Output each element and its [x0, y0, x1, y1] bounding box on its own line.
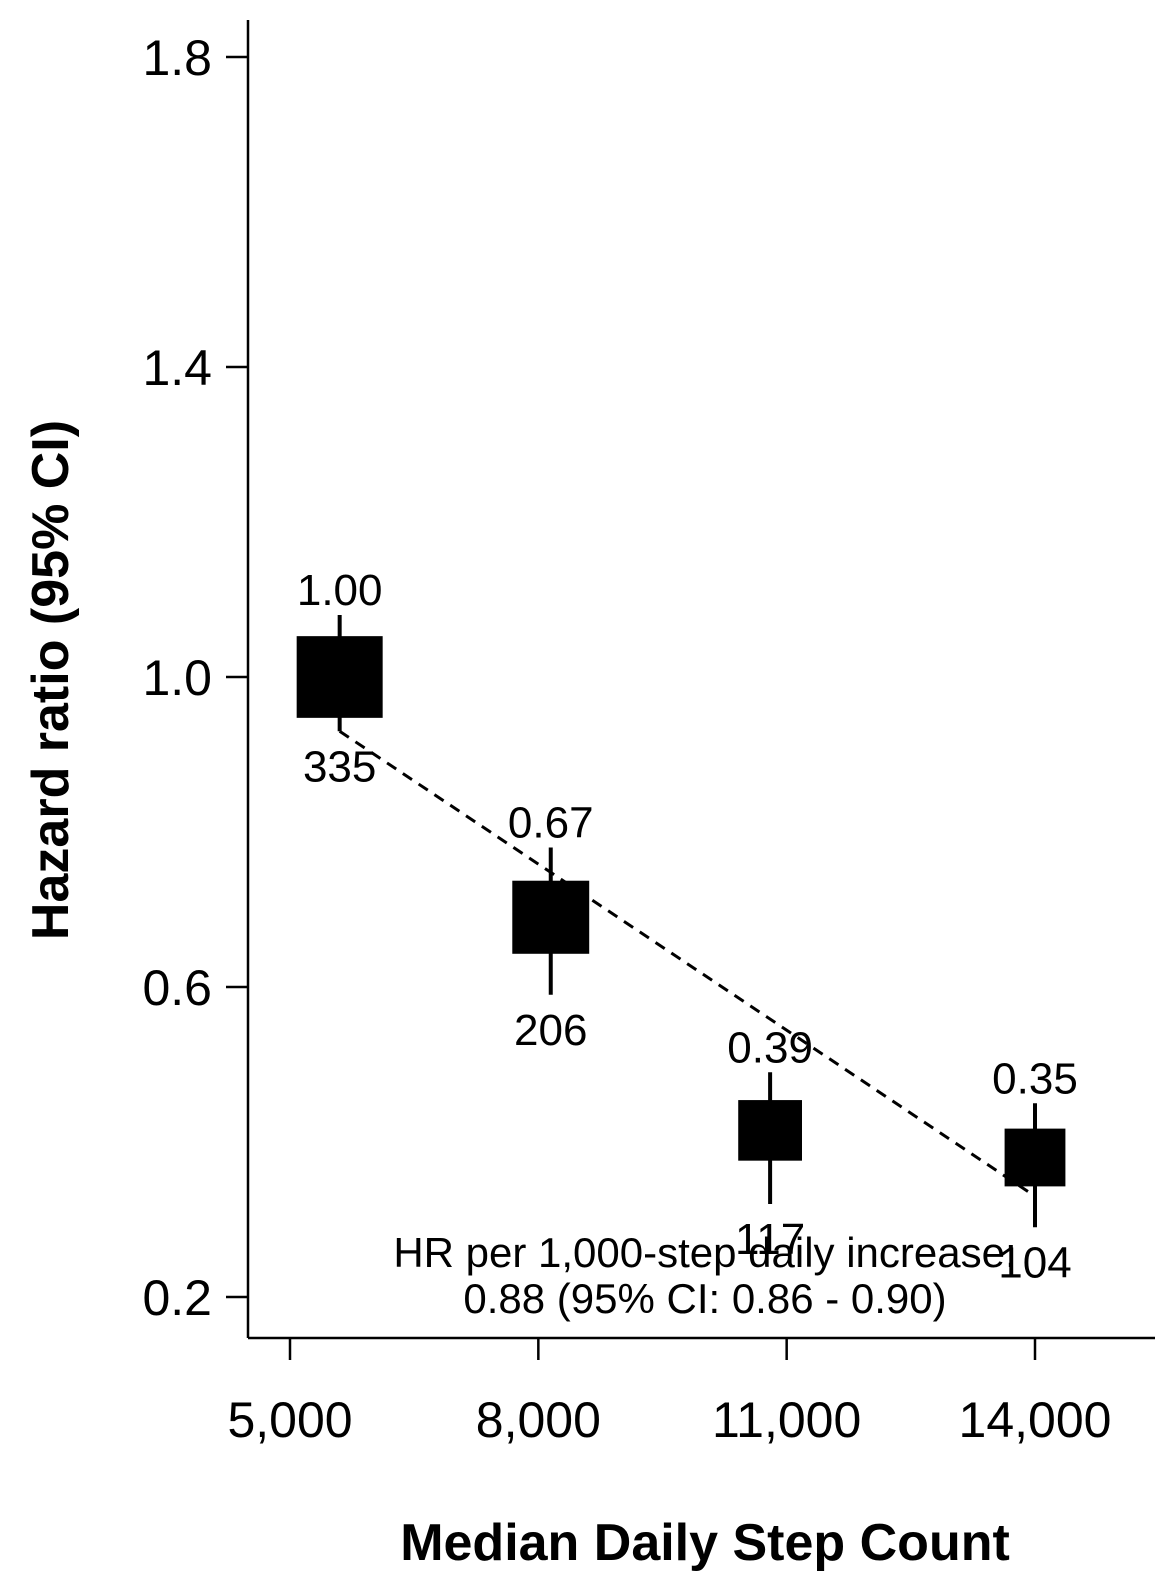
trend-line-group	[338, 730, 1036, 1198]
hr-value-label: 0.35	[992, 1054, 1078, 1103]
x-tick-label: 5,000	[227, 1392, 352, 1448]
hr-value-label: 0.39	[727, 1023, 813, 1072]
annotation-group: HR per 1,000-step daily increase:0.88 (9…	[393, 1229, 1016, 1322]
y-tick-label: 1.0	[142, 650, 212, 706]
trend-line	[338, 730, 1036, 1198]
x-axis-title: Median Daily Step Count	[400, 1514, 1010, 1572]
case-count-label: 335	[303, 742, 376, 791]
x-tick-label: 11,000	[712, 1392, 861, 1448]
axes: 0.2 0.6 1.0 1.4 1.8 5,000 8,000 11,000 14,000	[142, 20, 1155, 1448]
y-tick-label: 1.8	[142, 30, 212, 86]
case-count-label: 104	[998, 1238, 1071, 1287]
hr-marker	[512, 880, 590, 954]
case-count-label: 206	[514, 1006, 587, 1055]
annotation-line-2: 0.88 (95% CI: 0.86 - 0.90)	[463, 1275, 946, 1322]
data-points: 1.00 335 0.67 206 0.39 117 0.35 104	[296, 566, 1078, 1287]
hr-value-label: 0.67	[508, 799, 594, 848]
hr-marker	[738, 1100, 803, 1161]
case-count-label: 117	[735, 1215, 805, 1264]
y-tick-label: 0.6	[142, 960, 212, 1016]
hr-marker	[1004, 1128, 1066, 1187]
y-tick-label: 1.4	[142, 340, 212, 396]
hr-marker	[296, 636, 383, 718]
x-tick-label: 8,000	[476, 1392, 601, 1448]
hr-value-label: 1.00	[297, 566, 383, 615]
y-tick-label: 0.2	[142, 1270, 212, 1326]
x-tick-label: 14,000	[959, 1392, 1112, 1448]
y-axis-title: Hazard ratio (95% CI)	[22, 420, 80, 940]
annotation-line-1: HR per 1,000-step daily increase:	[393, 1229, 1016, 1276]
